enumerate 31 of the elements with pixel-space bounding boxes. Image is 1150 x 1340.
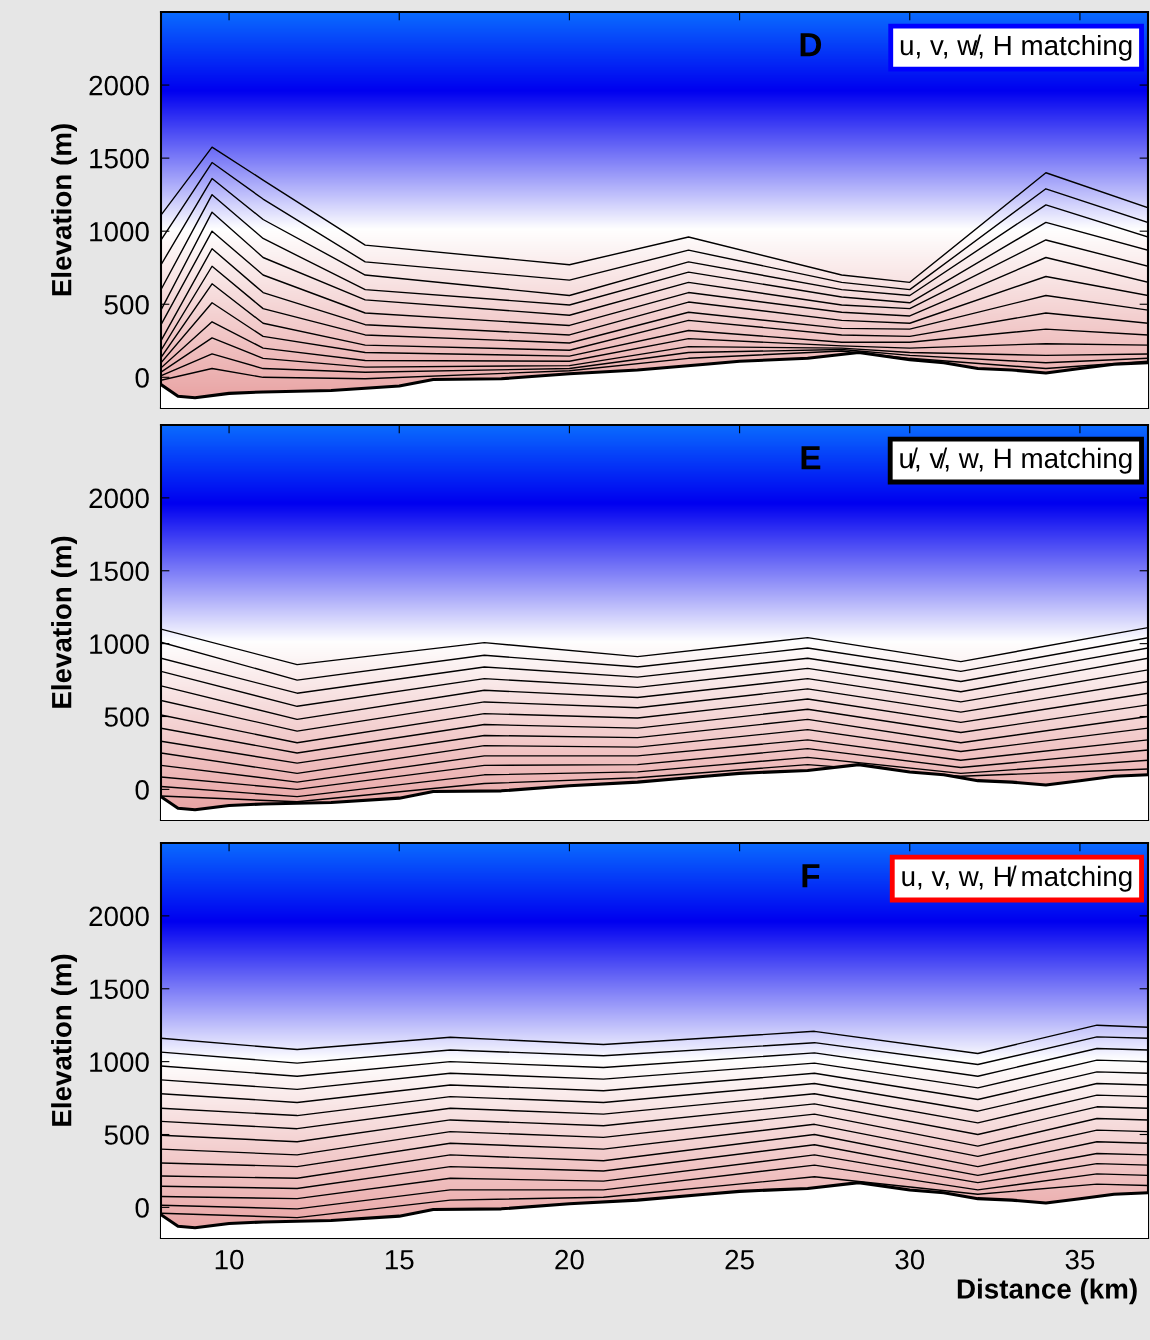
y-tick-label: 1500 (90, 148, 149, 169)
annotation: u̸, v̸, w, H matching (900, 447, 1132, 474)
y-tick-label: 500 (104, 707, 149, 727)
x-tick-label: 30 (895, 1249, 925, 1270)
annotation: u, v, w, H̸ matching (902, 865, 1132, 892)
y-tick-label: 1000 (90, 221, 149, 242)
y-tick-label: 500 (104, 1125, 149, 1145)
y-tick-label: 0 (135, 780, 149, 800)
y-tick-label: 500 (104, 294, 149, 315)
y-tick-label: 1000 (90, 634, 149, 654)
chart-title: D (800, 33, 822, 57)
y-tick-label: 2000 (89, 906, 149, 927)
y-axis-title: Elevation (m) (51, 536, 77, 708)
x-axis-title: Distance (km) (957, 1278, 1137, 1305)
y-tick-label: 1500 (90, 561, 149, 582)
x-tick-label: 35 (1065, 1249, 1095, 1270)
annotation: u, v, w̸, H matching (900, 34, 1132, 61)
x-tick-label: 15 (385, 1250, 414, 1270)
y-axis-title: Elevation (m) (51, 124, 77, 296)
y-tick-label: 0 (135, 1198, 149, 1218)
y-axis-title: Elevation (m) (51, 954, 77, 1126)
chart-title: F (802, 864, 820, 888)
y-tick-label: 0 (135, 367, 149, 388)
y-tick-label: 2000 (89, 488, 149, 509)
y-tick-label: 2000 (89, 75, 149, 96)
y-tick-label: 1000 (90, 1052, 149, 1072)
y-tick-label: 1500 (90, 979, 149, 1000)
x-tick-label: 10 (215, 1249, 244, 1270)
chart-title: E (801, 446, 821, 470)
x-tick-label: 20 (555, 1249, 584, 1270)
x-tick-label: 25 (725, 1249, 754, 1270)
